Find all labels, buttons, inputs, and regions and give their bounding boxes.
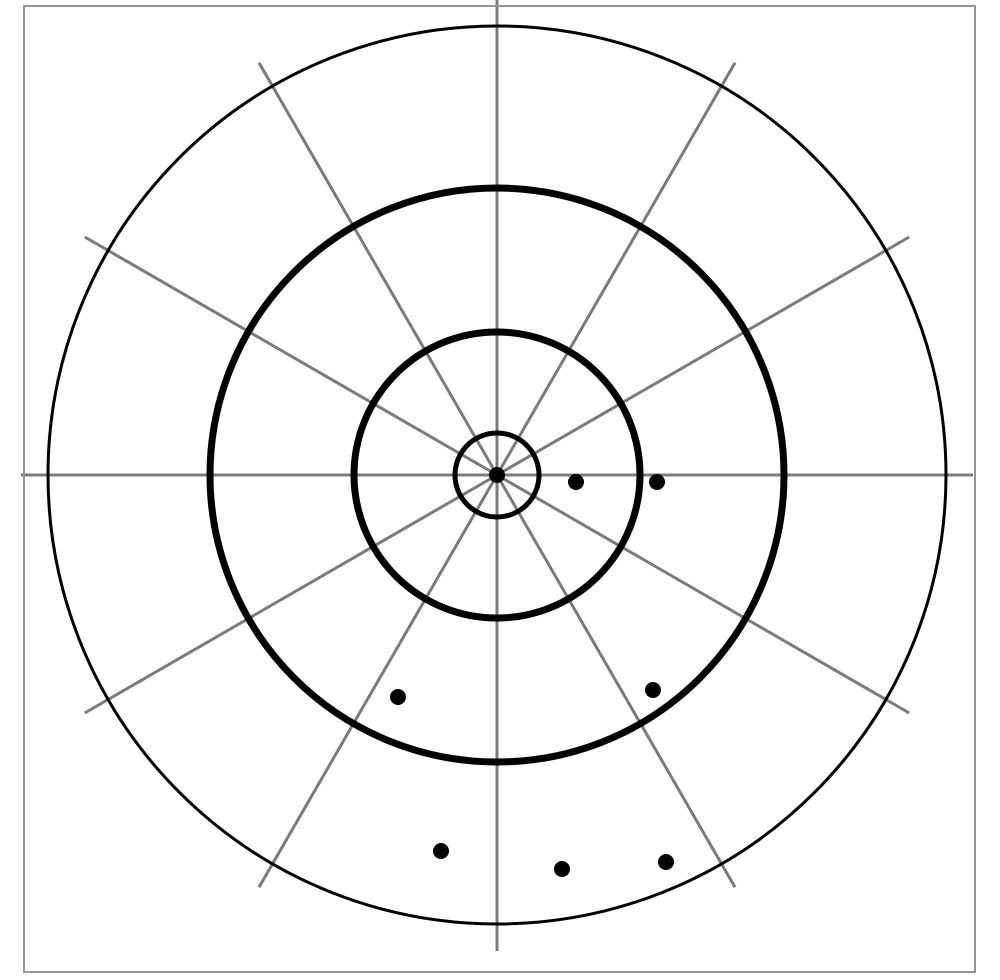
data-point <box>433 843 449 859</box>
polar-diagram-svg <box>0 0 1000 980</box>
data-point <box>568 474 584 490</box>
data-point <box>554 861 570 877</box>
data-point <box>645 682 661 698</box>
polar-diagram <box>0 0 1000 980</box>
data-point <box>489 467 505 483</box>
data-point <box>390 689 406 705</box>
data-point <box>649 474 665 490</box>
data-point <box>658 854 674 870</box>
